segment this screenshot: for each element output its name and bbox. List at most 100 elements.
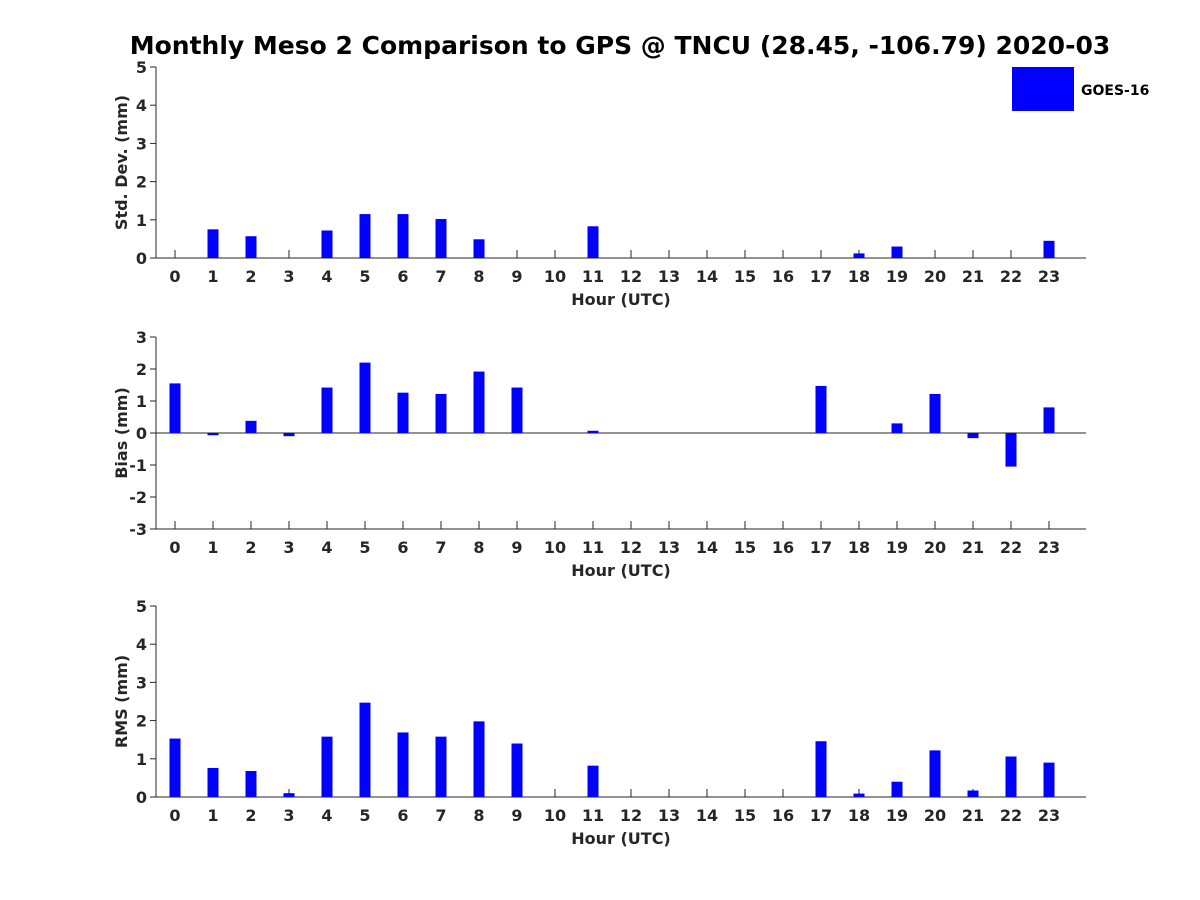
rms-bar-hour-18 [853, 793, 865, 797]
bias-bar-hour-23 [1043, 407, 1055, 433]
rms-x-tick-label: 5 [359, 806, 370, 825]
std-dev-x-tick-label: 20 [924, 267, 946, 286]
bias-bar-hour-22 [1005, 433, 1017, 467]
rms-y-tick-label: 4 [136, 635, 147, 654]
rms-x-tick-label: 17 [810, 806, 832, 825]
std-dev-y-tick-label: 3 [136, 134, 147, 153]
bias-x-tick-label: 17 [810, 538, 832, 557]
rms-bar-hour-20 [929, 750, 941, 797]
bias-bar-hour-2 [245, 420, 257, 433]
std-dev-bar-hour-2 [245, 236, 257, 258]
rms-x-tick-label: 23 [1038, 806, 1060, 825]
std-dev-x-axis-label: Hour (UTC) [571, 290, 671, 309]
std-dev-bar-hour-23 [1043, 240, 1055, 258]
legend: GOES-16 [1012, 67, 1149, 111]
std-dev-bar-hour-8 [473, 239, 485, 258]
bias-x-tick-label: 3 [283, 538, 294, 557]
std-dev-x-tick-label: 14 [696, 267, 718, 286]
bias-y-tick-label: -1 [129, 456, 147, 475]
std-dev-x-tick-label: 7 [435, 267, 446, 286]
rms-bar-hour-17 [815, 741, 827, 797]
bias-x-tick-label: 12 [620, 538, 642, 557]
rms-x-axis-label: Hour (UTC) [571, 829, 671, 848]
bias-x-tick-label: 9 [511, 538, 522, 557]
std-dev-x-tick-label: 17 [810, 267, 832, 286]
std-dev-y-tick-label: 5 [136, 58, 147, 77]
bias-bar-hour-0 [169, 383, 181, 433]
std-dev-x-tick-label: 8 [473, 267, 484, 286]
bias-x-tick-label: 22 [1000, 538, 1022, 557]
rms-bar-hour-0 [169, 738, 181, 797]
std-dev-x-tick-label: 6 [397, 267, 408, 286]
bias-x-tick-label: 2 [245, 538, 256, 557]
rms-y-tick-label: 3 [136, 673, 147, 692]
std-dev-x-tick-label: 4 [321, 267, 332, 286]
std-dev-x-tick-label: 5 [359, 267, 370, 286]
rms-bar-hour-6 [397, 732, 409, 797]
legend-label-goes-16: GOES-16 [1081, 83, 1149, 99]
rms-x-tick-label: 6 [397, 806, 408, 825]
bias-bar-hour-6 [397, 392, 409, 433]
std-dev-y-axis-label: Std. Dev. (mm) [112, 95, 131, 230]
rms-x-tick-label: 18 [848, 806, 870, 825]
bias-bar-hour-19 [891, 423, 903, 433]
bias-x-tick-label: 20 [924, 538, 946, 557]
std-dev-y-tick-label: 4 [136, 96, 147, 115]
std-dev-x-tick-label: 11 [582, 267, 604, 286]
rms-x-tick-label: 16 [772, 806, 794, 825]
rms-y-tick-label: 2 [136, 712, 147, 731]
bias-x-tick-label: 21 [962, 538, 984, 557]
rms-x-tick-label: 11 [582, 806, 604, 825]
rms-x-tick-label: 13 [658, 806, 680, 825]
rms-bar-hour-3 [283, 793, 295, 797]
std-dev-x-tick-label: 10 [544, 267, 566, 286]
rms-x-tick-label: 20 [924, 806, 946, 825]
bias-bar-hour-17 [815, 385, 827, 433]
bias-x-tick-label: 4 [321, 538, 332, 557]
bias-bar-hour-9 [511, 387, 523, 433]
chart-title: Monthly Meso 2 Comparison to GPS @ TNCU … [130, 31, 1111, 60]
bias-x-tick-label: 23 [1038, 538, 1060, 557]
bias-x-tick-label: 6 [397, 538, 408, 557]
rms-bar-hour-1 [207, 767, 219, 797]
bias-x-tick-label: 1 [207, 538, 218, 557]
std-dev-x-tick-label: 0 [169, 267, 180, 286]
std-dev-x-tick-label: 22 [1000, 267, 1022, 286]
rms-x-tick-label: 4 [321, 806, 332, 825]
rms-bar-hour-22 [1005, 756, 1017, 797]
rms-x-tick-label: 3 [283, 806, 294, 825]
bias-y-tick-label: -2 [129, 488, 147, 507]
bias-y-tick-label: 2 [136, 360, 147, 379]
rms-x-tick-label: 2 [245, 806, 256, 825]
std-dev-x-tick-label: 3 [283, 267, 294, 286]
bias-x-tick-label: 11 [582, 538, 604, 557]
std-dev-bar-hour-4 [321, 230, 333, 258]
rms-x-tick-label: 22 [1000, 806, 1022, 825]
rms-x-tick-label: 9 [511, 806, 522, 825]
std-dev-bar-hour-1 [207, 229, 219, 258]
rms-x-tick-label: 1 [207, 806, 218, 825]
rms-bar-hour-4 [321, 736, 333, 797]
rms-x-tick-label: 12 [620, 806, 642, 825]
bias-x-tick-label: 15 [734, 538, 756, 557]
std-dev-bar-hour-6 [397, 214, 409, 258]
rms-x-tick-label: 14 [696, 806, 718, 825]
rms-x-tick-label: 19 [886, 806, 908, 825]
std-dev-x-tick-label: 16 [772, 267, 794, 286]
bias-y-tick-label: 1 [136, 392, 147, 411]
bias-x-tick-label: 0 [169, 538, 180, 557]
rms-x-tick-label: 15 [734, 806, 756, 825]
bias-x-tick-label: 16 [772, 538, 794, 557]
bias-y-tick-label: 0 [136, 424, 147, 443]
bias-bar-hour-5 [359, 362, 371, 433]
std-dev-x-tick-label: 19 [886, 267, 908, 286]
rms-bar-hour-23 [1043, 762, 1055, 797]
rms-bar-hour-7 [435, 736, 447, 797]
bias-bar-hour-1 [207, 433, 219, 436]
rms-bar-hour-11 [587, 765, 599, 797]
rms-y-tick-label: 1 [136, 750, 147, 769]
bias-x-tick-label: 19 [886, 538, 908, 557]
